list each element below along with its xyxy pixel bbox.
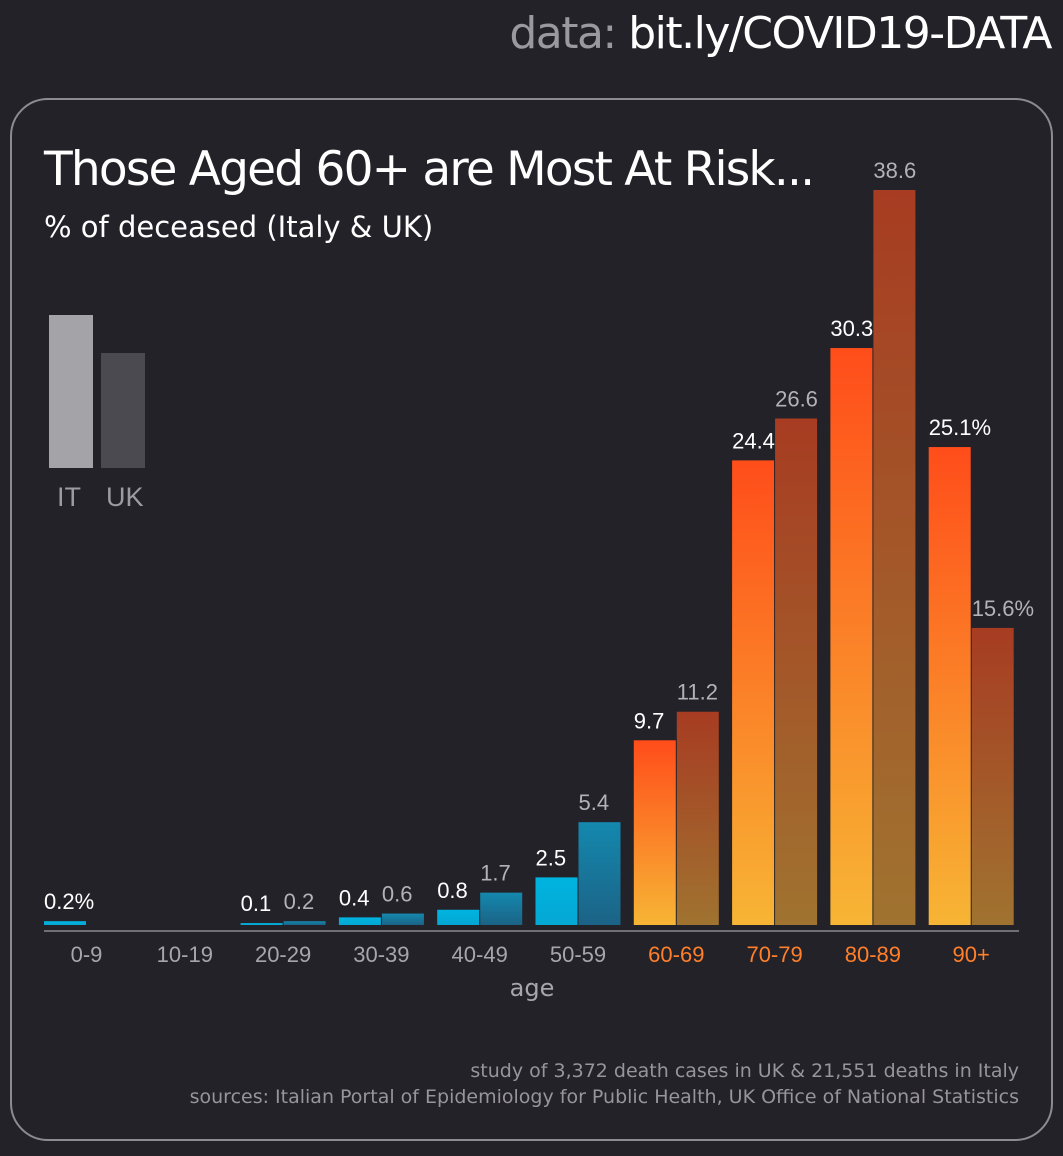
category-label-40-49: 40-49 (452, 942, 508, 967)
value-label-it-50-59: 2.5 (536, 845, 567, 870)
chart-subtitle: % of deceased (Italy & UK) (44, 210, 434, 244)
value-label-it-80-89: 30.3 (830, 316, 873, 341)
data-source-header: data: bit.ly/COVID19-DATA (509, 8, 1052, 59)
value-label-it-20-29: 0.1 (241, 891, 272, 916)
value-label-uk-90+: 15.6% (972, 596, 1034, 621)
value-label-uk-30-39: 0.6 (382, 882, 413, 907)
legend-label-it: IT (57, 482, 81, 512)
value-label-uk-80-89: 38.6 (873, 158, 916, 183)
value-label-it-30-39: 0.4 (339, 885, 370, 910)
bar-it-80-89 (830, 348, 873, 925)
value-label-uk-60-69: 11.2 (677, 680, 718, 705)
category-label-70-79: 70-79 (746, 942, 802, 967)
bar-uk-70-79 (775, 418, 818, 925)
value-label-uk-50-59: 5.4 (579, 790, 610, 815)
legend-swatch-it (49, 315, 93, 468)
sources-note: sources: Italian Portal of Epidemiology … (189, 1086, 1019, 1108)
category-label-20-29: 20-29 (255, 942, 311, 967)
value-label-it-0-9: 0.2% (44, 889, 94, 914)
category-label-10-19: 10-19 (157, 942, 213, 967)
bar-it-50-59 (535, 877, 578, 925)
legend-swatch-uk (101, 353, 145, 468)
bar-it-70-79 (732, 460, 775, 925)
bar-uk-60-69 (676, 711, 719, 925)
data-source-link[interactable]: bit.ly/COVID19-DATA (628, 8, 1052, 59)
bar-uk-20-29 (283, 921, 326, 925)
category-label-90+: 90+ (953, 942, 990, 967)
value-label-uk-20-29: 0.2 (284, 889, 315, 914)
value-label-it-90+: 25.1% (929, 415, 991, 440)
bar-uk-90+ (971, 627, 1014, 925)
bar-uk-30-39 (381, 913, 424, 925)
chart-panel (10, 98, 1053, 1141)
value-label-it-60-69: 9.7 (634, 708, 665, 733)
bar-it-0-9 (44, 921, 86, 925)
bar-uk-40-49 (480, 892, 523, 925)
study-note: study of 3,372 death cases in UK & 21,55… (470, 1060, 1019, 1082)
bar-uk-50-59 (578, 822, 621, 925)
category-label-50-59: 50-59 (550, 942, 606, 967)
x-axis-title: age (510, 974, 555, 1002)
bar-it-60-69 (633, 740, 676, 925)
value-label-uk-40-49: 1.7 (480, 861, 511, 886)
value-label-uk-70-79: 26.6 (775, 386, 818, 411)
bar-it-90+ (928, 447, 971, 925)
category-label-30-39: 30-39 (353, 942, 409, 967)
category-label-0-9: 0-9 (71, 942, 103, 967)
bar-uk-80-89 (873, 190, 916, 925)
value-label-it-40-49: 0.8 (437, 878, 468, 903)
bar-it-20-29 (240, 923, 283, 925)
bar-it-40-49 (437, 909, 480, 925)
category-label-60-69: 60-69 (648, 942, 704, 967)
legend-label-uk: UK (106, 482, 144, 512)
data-source-prefix: data: (509, 8, 617, 59)
chart-title: Those Aged 60+ are Most At Risk... (44, 142, 815, 197)
value-label-it-70-79: 24.4 (732, 428, 775, 453)
category-label-80-89: 80-89 (845, 942, 901, 967)
bar-it-30-39 (338, 917, 381, 925)
